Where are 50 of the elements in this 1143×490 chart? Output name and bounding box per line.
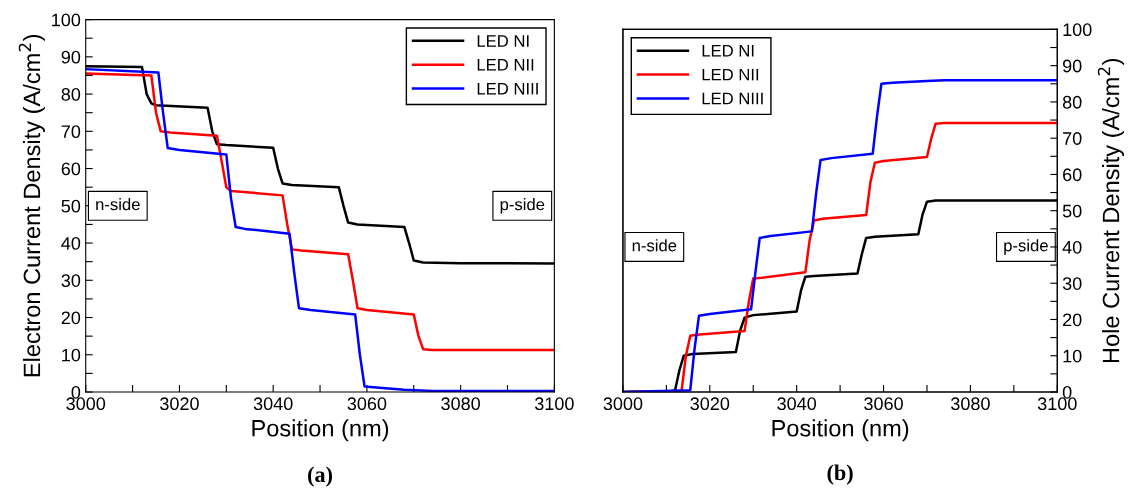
y2-tick-label: 20 xyxy=(1063,313,1082,327)
y-tick-label: 90 xyxy=(61,50,81,64)
y-tick-label: 60 xyxy=(61,162,81,176)
x-tick-label: 3000 xyxy=(603,397,643,411)
y-tick-label: 40 xyxy=(61,236,81,250)
x-tick-label: 3080 xyxy=(441,397,481,411)
x-tick-label: 3040 xyxy=(777,397,817,411)
y-tick-label: 80 xyxy=(61,88,81,101)
y2-tick-label: 90 xyxy=(1062,59,1082,73)
text: (a) xyxy=(308,466,333,487)
legend-label: LED NII xyxy=(477,59,534,71)
x-tick-label: 3020 xyxy=(690,397,730,411)
legend-label: LED NII xyxy=(702,68,759,81)
x-tick-label: 3100 xyxy=(1037,397,1077,411)
x-tick-label: 3040 xyxy=(253,397,293,411)
y2-tick-label: 80 xyxy=(1062,95,1082,109)
legend-label: LED NI xyxy=(477,35,529,47)
annotation: n-side xyxy=(632,239,677,252)
x-tick-label: 3060 xyxy=(864,397,903,411)
annotation: p-side xyxy=(1004,239,1048,255)
y2-tick-label: 0 xyxy=(1062,385,1072,399)
x-tick-label: 3100 xyxy=(534,397,574,411)
x-tick-label: 3020 xyxy=(160,397,199,411)
y2-tick-label: 70 xyxy=(1063,132,1082,145)
y2-tick-label: 100 xyxy=(1063,23,1092,37)
y-tick-label: 20 xyxy=(61,311,81,325)
legend-label: LED NIII xyxy=(702,92,763,105)
y2-axis-title: Hole Current Density (A/cm$^{2}$) xyxy=(1097,58,1125,363)
y-tick-label: 0 xyxy=(71,385,81,399)
annotation: p-side xyxy=(500,198,545,214)
x-tick-label: 3080 xyxy=(951,397,990,411)
y2-tick-label: 40 xyxy=(1062,240,1082,254)
y2-tick-label: 60 xyxy=(1063,168,1082,182)
y2-tick-label: 10 xyxy=(1063,349,1082,363)
x-axis-title: Position (nm) xyxy=(252,419,389,442)
legend-label: LED NI xyxy=(702,45,754,57)
x-axis-title: Position (nm) xyxy=(772,419,909,442)
y2-tick-label: 50 xyxy=(1062,204,1082,218)
y2-tick-label: 30 xyxy=(1062,277,1082,290)
annotation: n-side xyxy=(96,198,140,211)
y-tick-label: 30 xyxy=(61,274,81,287)
y-tick-label: 70 xyxy=(61,125,81,139)
legend-label: LED NIII xyxy=(477,82,538,95)
y-tick-label: 10 xyxy=(62,348,81,362)
y-tick-label: 100 xyxy=(52,13,81,27)
x-tick-label: 3060 xyxy=(347,397,387,411)
y-axis-title: Electron Current Density (A/cm$^{2}$) xyxy=(18,34,45,377)
text: (b) xyxy=(827,464,853,485)
x-tick-label: 3000 xyxy=(66,397,106,411)
y-tick-label: 50 xyxy=(61,199,81,213)
